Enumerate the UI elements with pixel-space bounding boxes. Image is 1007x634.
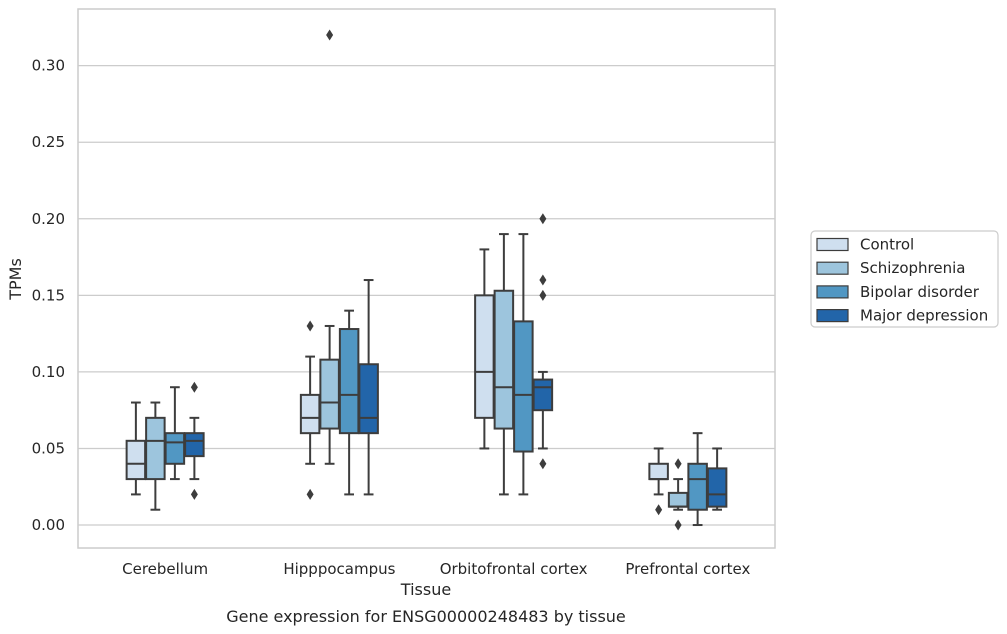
box-control bbox=[299, 320, 321, 500]
box-iqr bbox=[164, 432, 186, 465]
x-axis-ticks: Cerebellum Hipppocampus Orbitofrontal cort… bbox=[122, 560, 750, 578]
x-tick-label: Hipppocampus bbox=[283, 560, 395, 578]
outlier-point bbox=[190, 381, 198, 393]
outlier-point bbox=[306, 488, 314, 500]
box-iqr bbox=[474, 294, 495, 419]
legend-label: Bipolar disorder bbox=[860, 283, 980, 301]
legend-swatch bbox=[816, 261, 849, 275]
box-schizophrenia bbox=[145, 401, 166, 511]
box-iqr bbox=[338, 328, 360, 435]
plot-frame bbox=[77, 8, 776, 549]
outlier-point bbox=[539, 213, 547, 225]
box-iqr bbox=[648, 462, 669, 481]
box-control bbox=[648, 447, 669, 516]
legend-swatch bbox=[816, 237, 849, 252]
y-tick-label: 0.20 bbox=[32, 210, 65, 228]
legend-label: Control bbox=[860, 236, 914, 254]
outlier-point bbox=[306, 320, 314, 332]
box-iqr bbox=[513, 320, 534, 453]
box-schizophrenia bbox=[493, 233, 515, 496]
chart-caption: Gene expression for ENSG00000248483 by t… bbox=[226, 607, 626, 626]
box-major-depression bbox=[184, 381, 205, 500]
box-iqr bbox=[184, 432, 205, 458]
y-axis-title: TPMs bbox=[6, 258, 25, 301]
outlier-point bbox=[539, 289, 547, 301]
box-iqr bbox=[532, 378, 554, 412]
box-iqr bbox=[493, 289, 515, 430]
legend-label: Schizophrenia bbox=[860, 259, 965, 277]
box-control bbox=[125, 401, 147, 496]
outlier-point bbox=[655, 504, 663, 516]
box-major-depression bbox=[532, 213, 554, 470]
outlier-point bbox=[539, 458, 547, 470]
box-iqr bbox=[687, 462, 708, 511]
outlier-point bbox=[539, 274, 547, 286]
y-tick-label: 0.25 bbox=[32, 133, 65, 151]
box-iqr bbox=[125, 439, 147, 481]
legend: Control Schizophrenia Bipolar disorder Majo… bbox=[810, 230, 999, 328]
y-axis-ticks: 0.00 0.05 0.10 0.15 0.20 0.25 0.30 bbox=[32, 57, 65, 534]
x-tick-label: Orbitofrontal cortex bbox=[440, 560, 588, 578]
box-bipolar-disorder bbox=[338, 309, 360, 496]
box-groups bbox=[125, 29, 728, 531]
outlier-point bbox=[674, 458, 682, 470]
box-control bbox=[474, 248, 495, 450]
y-tick-label: 0.15 bbox=[32, 286, 65, 304]
box-major-depression bbox=[358, 279, 379, 496]
outlier-point bbox=[326, 29, 334, 41]
y-tick-label: 0.05 bbox=[32, 439, 65, 457]
plot-area bbox=[77, 8, 776, 549]
x-axis-title: Tissue bbox=[400, 580, 451, 599]
plot-background bbox=[78, 9, 775, 548]
box-iqr bbox=[358, 363, 379, 435]
box-iqr bbox=[706, 467, 728, 508]
box-iqr bbox=[299, 393, 321, 435]
x-tick-label: Prefrontal cortex bbox=[625, 560, 750, 578]
box-bipolar-disorder bbox=[164, 386, 186, 481]
y-tick-label: 0.10 bbox=[32, 363, 65, 381]
box-iqr bbox=[145, 416, 166, 481]
box-iqr bbox=[667, 491, 689, 508]
legend-swatch bbox=[816, 309, 849, 323]
outlier-point bbox=[674, 519, 682, 531]
box-major-depression bbox=[706, 447, 728, 511]
legend-frame bbox=[810, 230, 999, 328]
legend-swatch bbox=[816, 285, 849, 299]
outlier-point bbox=[190, 488, 198, 500]
box-iqr bbox=[319, 358, 340, 430]
x-tick-label: Cerebellum bbox=[122, 560, 208, 578]
y-tick-label: 0.00 bbox=[32, 516, 65, 534]
y-tick-label: 0.30 bbox=[32, 57, 65, 75]
legend-label: Major depression bbox=[860, 307, 988, 325]
